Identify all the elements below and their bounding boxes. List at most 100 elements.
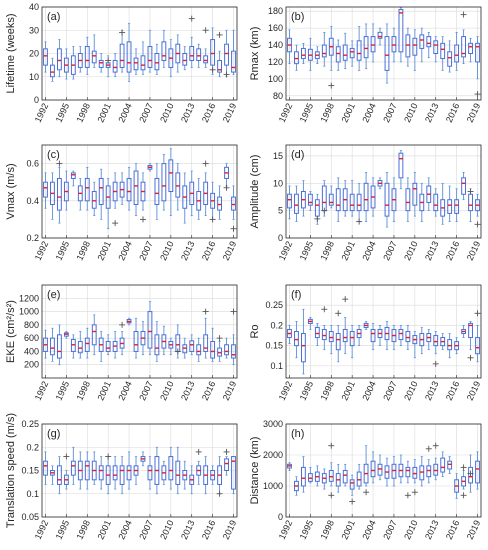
outlier-marker [188,15,195,22]
box [426,36,432,48]
box [231,196,236,211]
y-tick-label: 1000 [19,307,39,317]
box [363,36,369,59]
box [384,182,390,217]
box [217,196,223,211]
y-tick-label: 120 [268,57,283,67]
box [384,36,390,71]
x-tick-label: 1995 [54,102,72,124]
outlier-marker [432,442,439,449]
box [147,311,153,349]
box [56,334,62,359]
box [112,59,118,73]
box [412,37,418,56]
y-tick-label: 0.1 [26,489,39,499]
box [328,193,334,206]
panel-label: (f) [291,289,301,301]
y-tick-label: 200 [24,360,39,370]
box [377,31,383,39]
y-tick-label: 1200 [19,293,39,303]
x-tick-label: 2016 [200,102,218,124]
box [440,42,446,60]
x-tick-label: 2013 [423,380,441,402]
box [433,335,439,347]
y-tick-label: 2000 [263,450,283,460]
box [300,333,306,363]
x-tick-label: 1992 [277,102,295,124]
x-tick-label: 2004 [360,380,378,402]
y-tick-label: 0.15 [21,466,39,476]
x-tick-label: 2019 [221,240,239,262]
outlier-marker [223,184,230,191]
x-tick-label: 1995 [54,380,72,402]
y-tick-label: 0.2 [26,233,39,243]
x-tick-label: 2016 [444,102,462,124]
box [50,337,55,356]
outlier-marker [314,215,321,222]
box [447,51,453,67]
box [391,36,397,53]
box [475,42,480,63]
box [119,465,125,485]
box [147,465,153,481]
box [433,40,439,54]
box [43,181,48,198]
x-tick-label: 1998 [319,240,337,262]
x-tick-label: 2019 [465,102,483,124]
y-axis-label: Vmax (m/s) [5,163,17,219]
box [175,460,181,485]
x-tick-label: 1995 [298,102,316,124]
box [468,466,473,484]
chart-panel-5: 200 400 600 800 1000 1200 1992 1995 1998 2001 2004… [5,284,238,402]
x-tick-label: 2010 [402,519,420,541]
y-tick-label: 0.15 [265,341,283,351]
box [70,460,76,476]
box [356,193,362,212]
x-tick-label: 2007 [381,102,399,124]
y-tick-label: 0.4 [26,196,39,206]
outlier-marker [349,498,356,505]
box [126,177,132,202]
x-tick-label: 2007 [381,519,399,541]
box [314,326,320,339]
y-tick-label: 0.2 [270,320,283,330]
axes-frame [285,423,482,518]
y-axis-label: Lifetime (weeks) [5,13,17,93]
axes-frame [41,284,238,379]
box [98,59,104,68]
box [126,41,132,73]
y-tick-label: 1000 [263,481,283,491]
x-tick-label: 2004 [360,519,378,541]
outlier-marker [328,442,335,449]
y-axis-label: EKE (cm²/s²) [5,300,17,363]
box [475,337,480,355]
box [349,479,355,490]
box [98,177,104,206]
y-tick-label: 100 [268,74,283,84]
box [300,466,306,487]
panel-label: (d) [291,149,304,161]
box [133,170,139,206]
y-tick-label: 800 [24,320,39,330]
y-tick-label: 0.05 [21,512,39,522]
box [475,460,480,484]
box [440,457,446,473]
outlier-marker [356,218,363,225]
axes-frame [41,144,238,239]
y-tick-label: 160 [268,23,283,33]
box [231,50,236,73]
axes-frame [285,144,482,239]
box [168,159,174,193]
box [133,57,139,71]
box [335,188,341,212]
x-tick-label: 2004 [360,102,378,124]
x-tick-label: 1998 [319,380,337,402]
panel-label: (h) [291,428,304,440]
x-tick-label: 2013 [179,102,197,124]
outlier-marker [432,360,439,367]
x-tick-label: 2001 [339,240,357,262]
y-tick-label: 10 [29,72,39,82]
outlier-marker [411,489,418,496]
x-tick-label: 2004 [116,102,134,124]
